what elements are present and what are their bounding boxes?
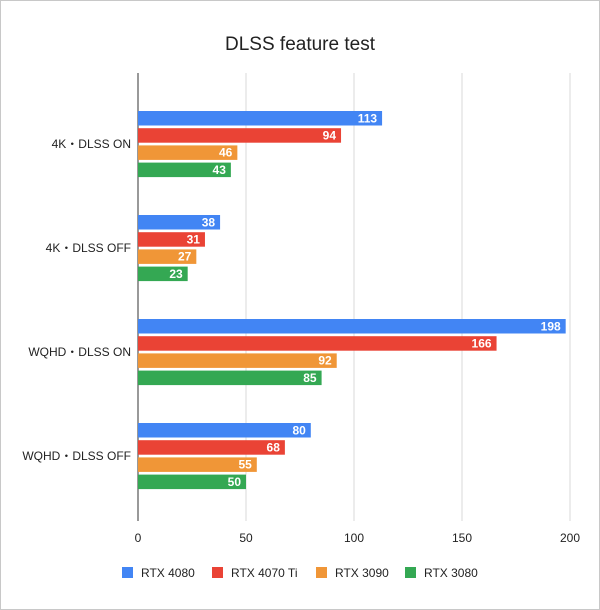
legend-swatch <box>405 567 416 578</box>
bar <box>138 440 285 455</box>
data-label: 198 <box>541 319 561 333</box>
data-label: 94 <box>323 128 337 142</box>
bar <box>138 215 221 230</box>
x-tick-label: 50 <box>239 531 253 545</box>
legend-swatch <box>122 567 133 578</box>
legend: RTX 4080 RTX 4070 Ti RTX 3090 RTX 3080 <box>122 566 478 580</box>
x-tick-label: 150 <box>452 531 472 545</box>
category-labels: 4K・DLSS ON 4K・DLSS OFF WQHD・DLSS ON WQHD・DL… <box>22 137 131 463</box>
data-label: 46 <box>219 146 233 160</box>
category-label: 4K・DLSS ON <box>52 137 131 151</box>
data-label: 23 <box>169 267 183 281</box>
legend-swatch <box>212 567 223 578</box>
legend-label: RTX 4080 <box>141 566 195 580</box>
data-label: 92 <box>318 354 332 368</box>
data-label: 50 <box>228 475 242 489</box>
data-label: 27 <box>178 250 192 264</box>
bar <box>138 249 197 264</box>
legend-label: RTX 4070 Ti <box>231 566 297 580</box>
legend-swatch <box>316 567 327 578</box>
bar <box>138 232 205 247</box>
data-label: 166 <box>472 336 492 350</box>
data-label: 68 <box>267 440 281 454</box>
bar <box>138 111 383 126</box>
bar <box>138 162 231 178</box>
bar <box>138 474 246 490</box>
bar <box>138 457 257 472</box>
data-label: 80 <box>292 423 306 437</box>
legend-label: RTX 3080 <box>424 566 478 580</box>
bar <box>138 423 311 438</box>
category-label: WQHD・DLSS ON <box>28 345 131 359</box>
chart-title: DLSS feature test <box>225 34 376 55</box>
category-label: 4K・DLSS OFF <box>46 241 131 255</box>
data-label: 31 <box>187 232 201 246</box>
bar <box>138 353 337 368</box>
x-tick-label: 0 <box>135 531 142 545</box>
bar <box>138 128 342 143</box>
bar <box>138 266 188 282</box>
x-tick-labels: 0 50 100 150 200 <box>135 531 581 545</box>
bar <box>138 370 322 386</box>
data-label: 85 <box>303 371 317 385</box>
bar <box>138 336 497 351</box>
legend-label: RTX 3090 <box>335 566 389 580</box>
data-label: 43 <box>213 163 227 177</box>
bar <box>138 319 566 334</box>
x-tick-label: 100 <box>344 531 364 545</box>
x-tick-label: 200 <box>560 531 580 545</box>
data-label: 55 <box>238 458 252 472</box>
category-label: WQHD・DLSS OFF <box>22 449 131 463</box>
data-label: 113 <box>358 111 378 125</box>
bar <box>138 145 238 160</box>
data-label: 38 <box>202 215 216 229</box>
